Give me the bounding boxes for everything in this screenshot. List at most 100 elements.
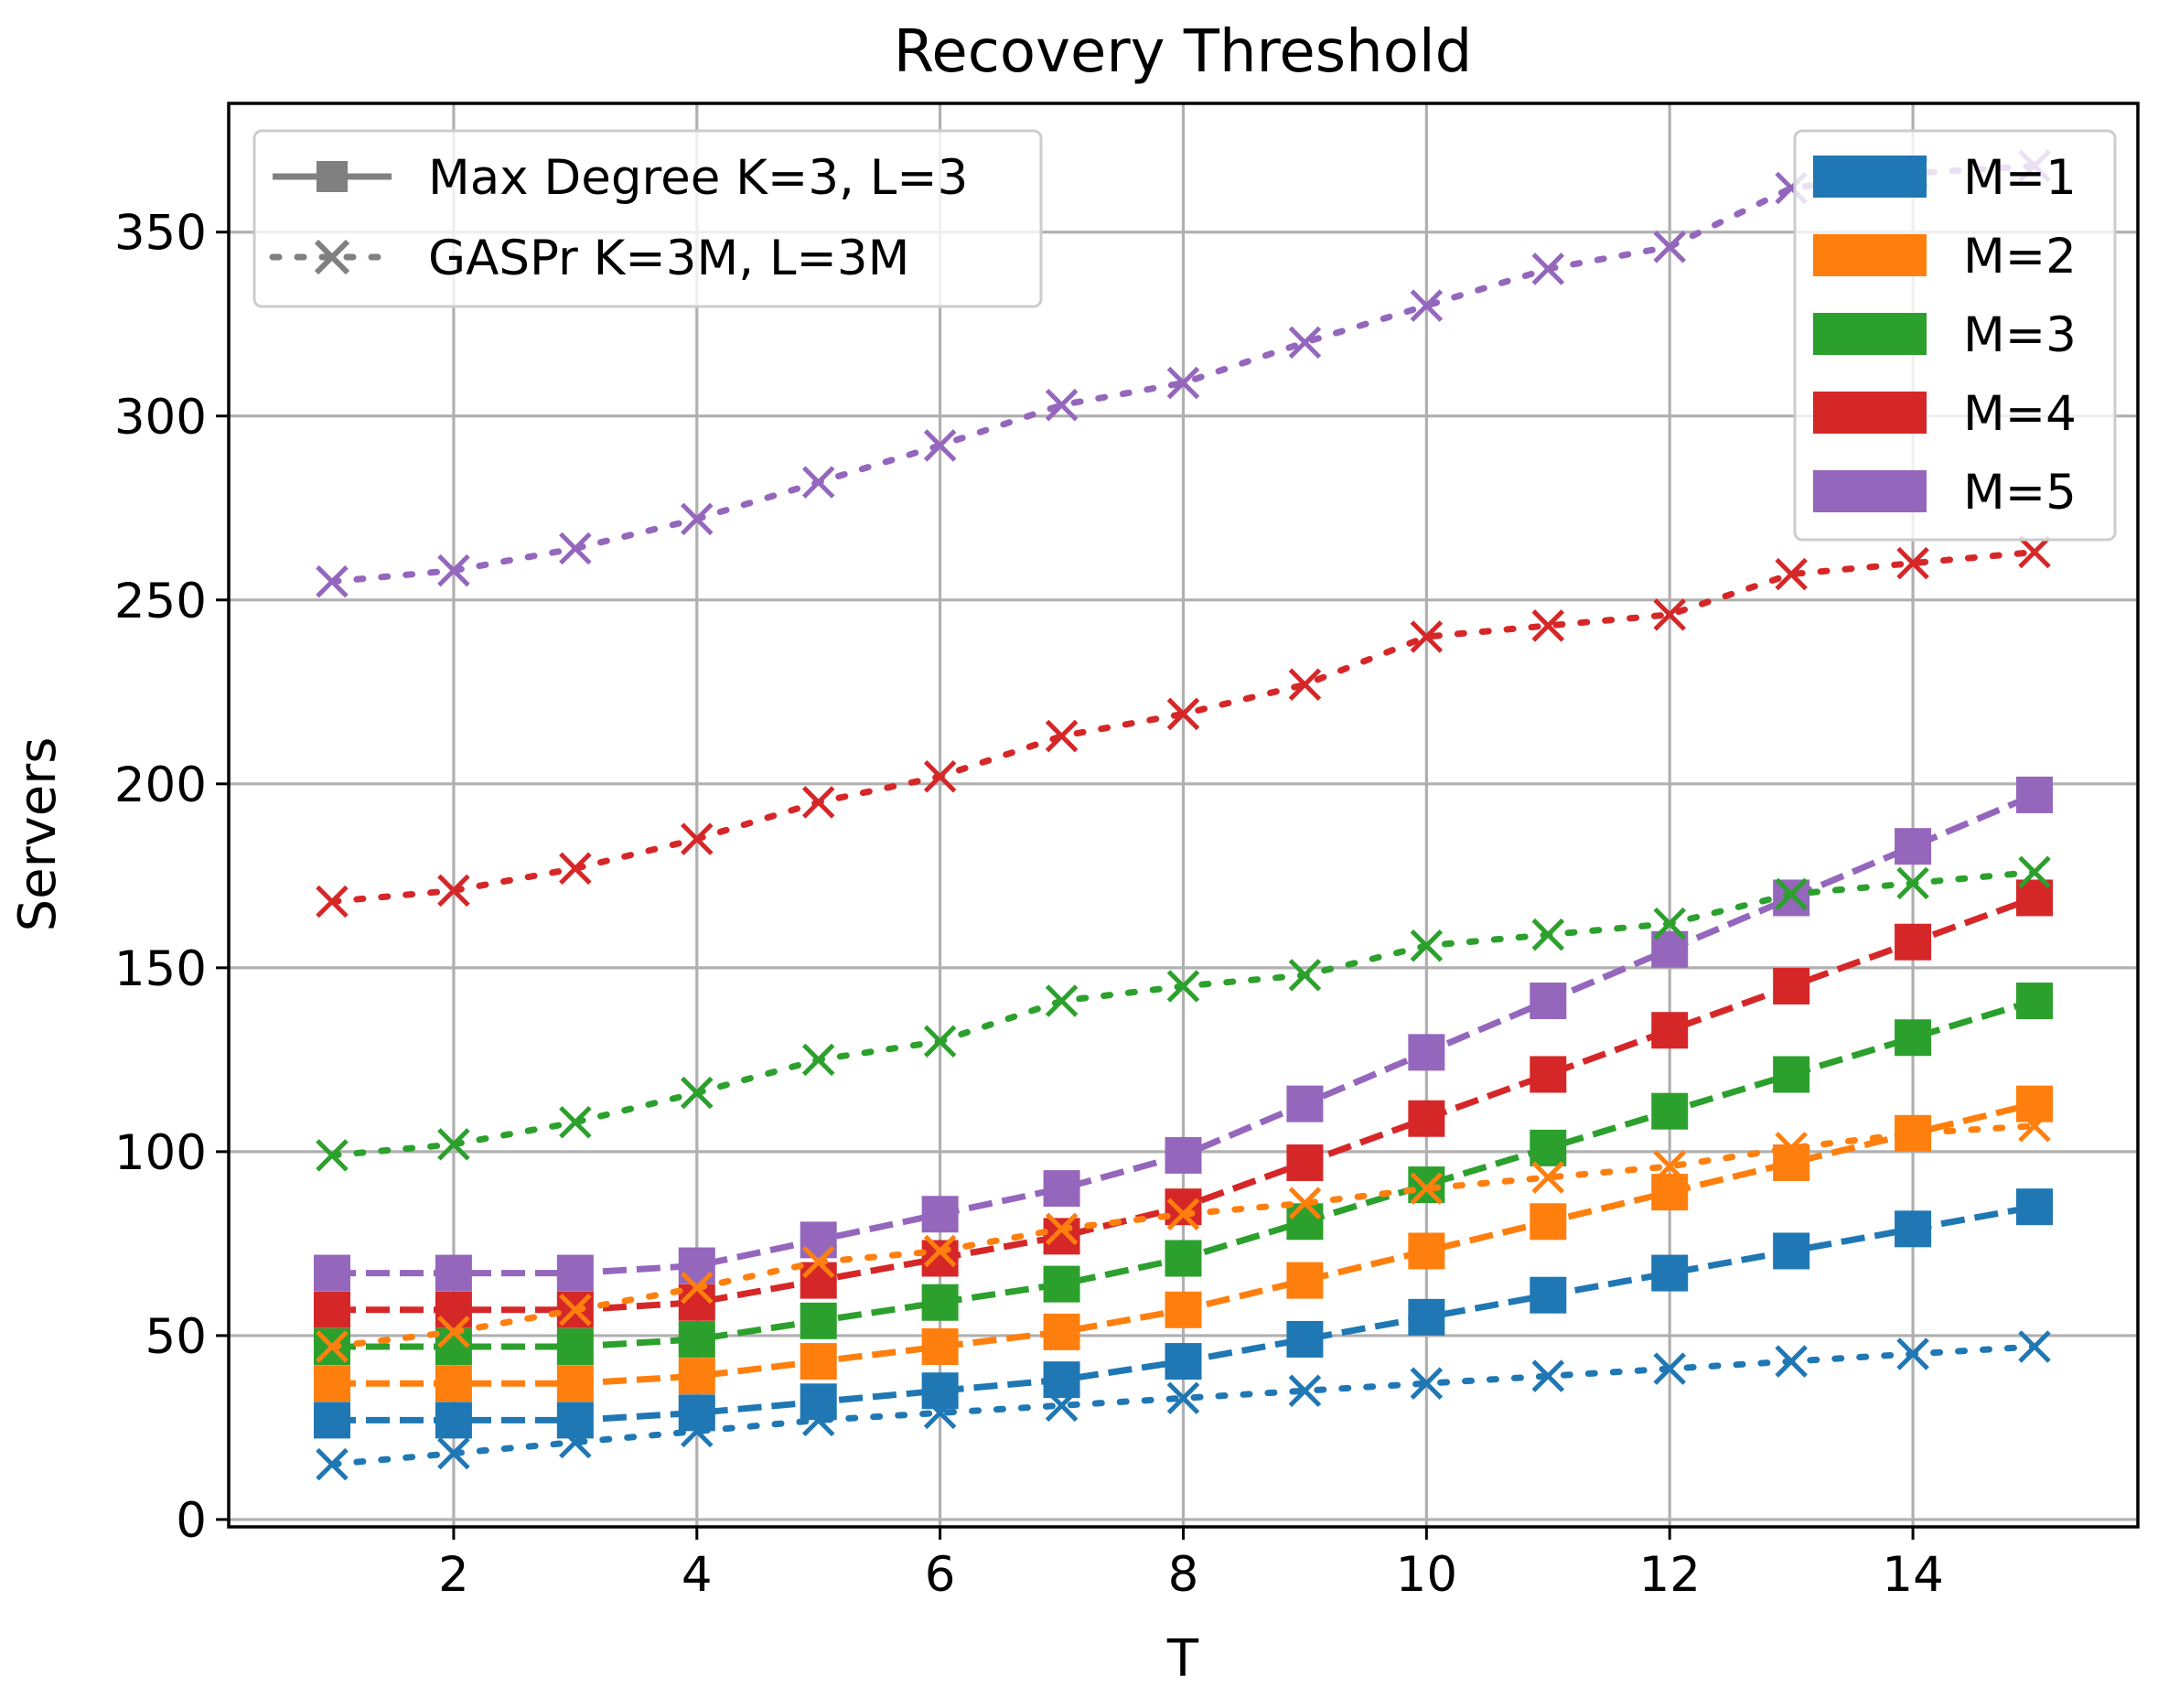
data-point-x bbox=[1653, 598, 1686, 631]
data-point-square bbox=[2016, 1188, 2054, 1226]
data-point-x bbox=[559, 532, 592, 565]
data-point-square bbox=[678, 1394, 715, 1432]
data-point-square bbox=[921, 1284, 959, 1321]
data-point-x bbox=[1896, 1337, 1929, 1370]
legend-label-m4: M=4 bbox=[1963, 386, 2077, 442]
data-point-square bbox=[678, 1358, 715, 1395]
data-point-x bbox=[559, 1105, 592, 1139]
series-m4-gaspr bbox=[316, 535, 2051, 918]
legend-swatch-m3 bbox=[1813, 313, 1927, 355]
data-point-x bbox=[1166, 697, 1200, 731]
data-point-x bbox=[1653, 907, 1686, 940]
data-point-x bbox=[316, 1330, 349, 1363]
data-point-square bbox=[1286, 1085, 1324, 1123]
data-point-x bbox=[681, 822, 714, 855]
data-point-x bbox=[1288, 668, 1322, 702]
data-point-square bbox=[435, 1402, 472, 1439]
data-point-x bbox=[437, 874, 470, 908]
series-m3-max-degree bbox=[313, 983, 2054, 1365]
data-point-x bbox=[801, 1245, 835, 1279]
data-point-square bbox=[1895, 923, 1932, 961]
data-point-square bbox=[1165, 1188, 1202, 1226]
data-point-x bbox=[559, 1294, 592, 1327]
data-point-x bbox=[1531, 252, 1565, 285]
data-point-square bbox=[1773, 879, 1810, 917]
data-point-square bbox=[1043, 1170, 1080, 1208]
data-point-x bbox=[681, 1076, 714, 1110]
legend-swatch-m4 bbox=[1813, 392, 1927, 434]
data-point-x bbox=[1653, 231, 1686, 263]
data-point-x bbox=[1775, 877, 1808, 911]
data-point-square bbox=[1773, 1056, 1810, 1093]
data-point-square bbox=[1651, 1012, 1689, 1049]
data-point-x bbox=[801, 786, 835, 819]
data-point-square bbox=[1408, 1298, 1445, 1336]
data-point-x bbox=[923, 429, 957, 462]
color-legend: M=1 M=2 M=3 M=4 M=5 bbox=[1793, 129, 2117, 542]
data-point-x bbox=[1896, 866, 1929, 900]
x-tick-label: 2 bbox=[438, 1547, 469, 1603]
data-point-x bbox=[1166, 1198, 1200, 1231]
data-point-square bbox=[1165, 1136, 1202, 1174]
data-point-x bbox=[923, 1234, 957, 1268]
data-point-square bbox=[556, 1327, 594, 1365]
data-point-square bbox=[1895, 828, 1932, 865]
y-tick-label: 0 bbox=[176, 1493, 207, 1549]
data-point-x bbox=[1775, 557, 1808, 591]
data-point-x bbox=[1531, 609, 1565, 642]
data-point-square bbox=[2016, 1085, 2054, 1123]
data-point-x bbox=[923, 1025, 957, 1058]
data-point-x bbox=[1288, 1374, 1322, 1408]
legend-marker-gaspr bbox=[269, 239, 395, 275]
data-point-x bbox=[2018, 1109, 2051, 1143]
y-tick-label: 50 bbox=[145, 1309, 207, 1365]
method-legend-box bbox=[252, 129, 1043, 308]
method-legend: Max Degree K=3, L=3 GASPr K=3M, L=3M bbox=[252, 129, 1043, 308]
data-point-x bbox=[1410, 1172, 1444, 1205]
data-point-square bbox=[1408, 1034, 1445, 1071]
data-point-x bbox=[1410, 289, 1444, 322]
data-point-square bbox=[1895, 1210, 1932, 1248]
data-point-x bbox=[801, 1043, 835, 1077]
x-tick-label: 10 bbox=[1396, 1547, 1457, 1603]
y-tick-label: 250 bbox=[114, 574, 207, 629]
data-point-x bbox=[1045, 984, 1079, 1017]
x-tick-label: 4 bbox=[682, 1547, 713, 1603]
data-point-square bbox=[1773, 967, 1810, 1004]
color-legend-box bbox=[1793, 129, 2117, 542]
data-point-square bbox=[1043, 1265, 1080, 1303]
data-point-square bbox=[800, 1221, 837, 1259]
y-axis-label: Servers bbox=[8, 737, 68, 932]
data-point-square bbox=[313, 1291, 350, 1328]
data-point-x bbox=[681, 1271, 714, 1305]
data-point-x bbox=[1531, 1359, 1565, 1392]
data-point-square bbox=[1773, 1232, 1810, 1270]
data-point-x bbox=[1775, 1132, 1808, 1165]
data-point-x bbox=[923, 760, 957, 793]
data-point-x bbox=[681, 502, 714, 536]
legend-swatch-m5 bbox=[1813, 470, 1927, 512]
data-point-square bbox=[556, 1254, 594, 1292]
data-point-x bbox=[1896, 546, 1929, 580]
series-m1-gaspr bbox=[316, 1330, 2051, 1481]
y-tick-label: 200 bbox=[114, 757, 207, 813]
legend-label-m1: M=1 bbox=[1963, 150, 2077, 206]
y-tick-label: 150 bbox=[114, 941, 207, 997]
data-point-x bbox=[1045, 1212, 1079, 1246]
y-tick-label: 350 bbox=[114, 206, 207, 262]
data-point-square bbox=[1286, 1144, 1324, 1181]
data-point-square bbox=[435, 1365, 472, 1402]
data-point-x bbox=[2018, 855, 2051, 889]
data-point-square bbox=[1286, 1203, 1324, 1241]
legend-label-gaspr: GASPr K=3M, L=3M bbox=[428, 231, 909, 286]
data-point-square bbox=[556, 1402, 594, 1439]
data-point-x bbox=[437, 553, 470, 587]
chart-title: Recovery Threshold bbox=[894, 18, 1473, 86]
legend-marker-max-degree bbox=[273, 161, 392, 192]
data-point-x bbox=[316, 1139, 349, 1172]
x-tick-label: 8 bbox=[1168, 1547, 1199, 1603]
data-point-x bbox=[801, 1403, 835, 1437]
data-point-square bbox=[800, 1302, 837, 1339]
data-point-x bbox=[801, 466, 835, 499]
